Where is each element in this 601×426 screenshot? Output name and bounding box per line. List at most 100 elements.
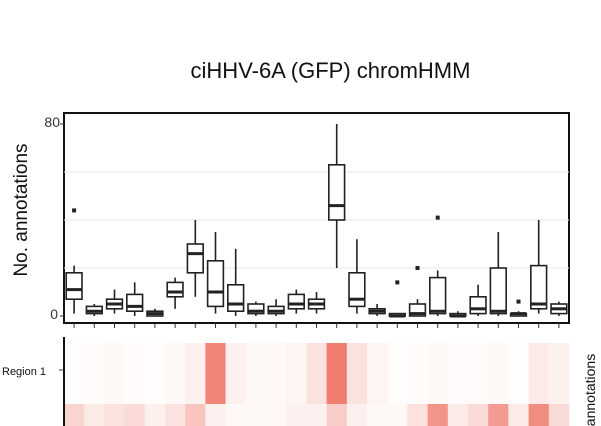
heatmap-cell <box>165 343 186 404</box>
heatmap-cell <box>205 404 226 426</box>
box-12 <box>287 289 305 314</box>
box-11 <box>267 299 285 316</box>
box-21 <box>469 284 487 316</box>
heatmap-cell <box>104 404 125 426</box>
heatmap-cell <box>306 343 327 404</box>
heatmap-cell <box>548 404 570 426</box>
box-13 <box>307 292 326 314</box>
heatmap-cell <box>367 343 388 404</box>
heatmap-cell <box>326 404 348 426</box>
box-4 <box>126 282 144 316</box>
box-18 <box>408 266 427 317</box>
heatmap-cell <box>64 404 85 426</box>
heatmap-cell <box>225 404 247 426</box>
heatmap-cell <box>104 343 125 404</box>
box-iqr <box>348 271 366 308</box>
box-outlier <box>516 299 521 304</box>
box-iqr <box>489 267 507 315</box>
heatmap-cell <box>468 404 489 426</box>
heatmap-cell <box>165 404 186 426</box>
box-23 <box>509 299 528 317</box>
heatmap-layer <box>64 343 570 426</box>
heatmap-cell <box>266 343 287 404</box>
heatmap-cell <box>528 404 550 426</box>
box-iqr <box>469 295 487 315</box>
heatmap-cell <box>124 404 146 426</box>
box-3 <box>105 289 124 314</box>
heatmap-cell <box>488 343 509 404</box>
heatmap-cell <box>346 404 368 426</box>
heatmap-cell <box>185 343 206 404</box>
heatmap-cell <box>488 404 509 426</box>
heatmap-cell <box>286 343 307 404</box>
box-25 <box>550 301 568 316</box>
box-outlier <box>395 280 400 285</box>
box-iqr <box>227 283 245 312</box>
heatmap-cell <box>447 404 469 426</box>
box-5 <box>146 308 164 317</box>
heatmap-cell <box>407 343 428 404</box>
heatmap-cell <box>225 343 247 404</box>
heatmap-cell <box>185 404 206 426</box>
heatmap-cell <box>407 404 428 426</box>
heatmap-cell <box>427 343 449 404</box>
box-14 <box>328 124 346 268</box>
chart-title: ciHHV-6A (GFP) chromHMM <box>190 58 471 83</box>
box-iqr <box>530 264 548 310</box>
heatmap-cell <box>387 343 408 404</box>
heatmap-cell <box>346 343 368 404</box>
heatmap-cell <box>508 404 529 426</box>
heatmap-cell <box>64 343 85 404</box>
heatmap-row-label: Region 1 <box>2 366 47 378</box>
box-iqr <box>186 243 204 274</box>
box-iqr <box>126 293 144 312</box>
heatmap-cell <box>144 404 166 426</box>
heatmap-cell <box>306 404 327 426</box>
box-20 <box>449 311 467 318</box>
box-iqr <box>328 164 346 221</box>
box-outlier <box>72 208 77 213</box>
y-tick-label-min: 0 <box>50 306 58 322</box>
heatmap-cell <box>528 343 550 404</box>
heatmap-cell <box>144 343 166 404</box>
heatmap-cell <box>387 404 408 426</box>
box-iqr <box>429 276 447 315</box>
box-15 <box>348 239 366 314</box>
heatmap-cell <box>548 343 570 404</box>
box-16 <box>368 304 386 316</box>
box-outlier <box>415 266 420 270</box>
box-iqr <box>166 281 184 298</box>
heatmap-cell <box>326 343 348 404</box>
box-19 <box>429 215 447 316</box>
box-24 <box>530 220 548 314</box>
heatmap-cell <box>84 343 105 404</box>
box-outlier <box>435 215 440 220</box>
grid-lines <box>64 171 569 269</box>
heatmap-cell <box>205 343 226 404</box>
box-2 <box>85 304 103 316</box>
box-1 <box>65 208 83 314</box>
heatmap-cell <box>286 404 307 426</box>
heatmap-cell <box>508 343 529 404</box>
heatmap-cell <box>84 404 105 426</box>
box-22 <box>489 232 507 316</box>
box-17 <box>388 280 406 318</box>
x-tick-marks <box>73 323 560 328</box>
box-iqr <box>247 303 265 315</box>
heatmap-cell <box>427 404 449 426</box>
box-7 <box>186 220 204 297</box>
y-tick-label-max: 80 <box>44 114 60 130</box>
box-6 <box>166 277 184 309</box>
box-iqr <box>206 259 225 308</box>
heatmap-cell <box>245 343 267 404</box>
box-9 <box>227 248 245 316</box>
box-8 <box>206 232 225 314</box>
heatmap-cell <box>468 343 489 404</box>
box-iqr <box>65 271 83 300</box>
heatmap-cell <box>447 343 469 404</box>
box-plot-layer <box>65 124 568 318</box>
heatmap-cell <box>266 404 287 426</box>
heatmap-cell <box>367 404 388 426</box>
box-iqr <box>287 293 305 310</box>
